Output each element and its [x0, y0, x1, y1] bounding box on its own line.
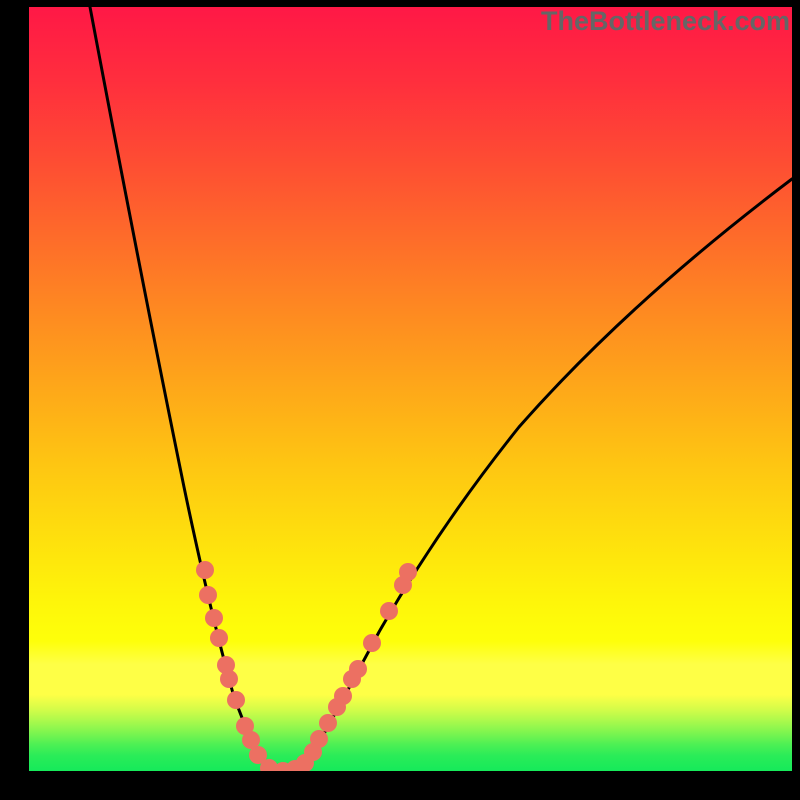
data-marker — [220, 670, 238, 688]
watermark-text: TheBottleneck.com — [541, 6, 790, 37]
data-marker — [227, 691, 245, 709]
data-marker — [199, 586, 217, 604]
data-marker — [196, 561, 214, 579]
plot-area — [29, 7, 792, 771]
data-marker — [399, 563, 417, 581]
data-marker — [380, 602, 398, 620]
canvas-root: TheBottleneck.com — [0, 0, 800, 800]
chart-svg — [29, 7, 792, 771]
data-marker — [210, 629, 228, 647]
data-marker — [319, 714, 337, 732]
data-marker — [349, 660, 367, 678]
data-marker — [363, 634, 381, 652]
data-marker — [334, 687, 352, 705]
gradient-background — [29, 7, 792, 771]
data-marker — [205, 609, 223, 627]
data-marker — [310, 730, 328, 748]
